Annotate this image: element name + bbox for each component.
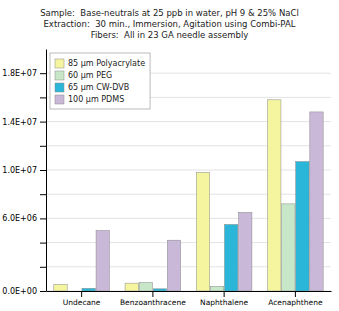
legend-item: 60 μm PEG	[55, 71, 112, 80]
bar	[68, 291, 81, 292]
legend-label: 100 μm PDMS	[68, 95, 124, 104]
bar	[167, 240, 180, 291]
legend: 85 μm Polyacrylate 60 μm PEG 65 μm CW-DVB 1…	[50, 53, 150, 109]
y-axis-line	[46, 50, 47, 292]
bar	[54, 284, 67, 291]
bar	[196, 172, 209, 291]
title-line: Fibers: All in 23 GA needle assembly	[91, 30, 249, 40]
y-tick	[40, 243, 46, 244]
y-tick-mark	[40, 122, 46, 123]
bar	[125, 283, 138, 291]
legend-item: 100 μm PDMS	[55, 95, 124, 104]
y-axis: 0.0E+00 6.0E+06 1.0E+07 1.4E+07 1.8E+07	[2, 50, 46, 297]
title-line: Sample: Base-neutrals at 25 ppb in water…	[40, 8, 299, 18]
grid-line	[46, 121, 331, 122]
x-tick-label: Naphthalene	[200, 298, 248, 307]
bar-series	[139, 204, 295, 291]
x-tick-mark	[224, 291, 225, 297]
legend-swatch	[55, 59, 64, 68]
title-line: Extraction: 30 min., Immersion, Agitatio…	[43, 19, 295, 29]
y-tick-mark	[40, 146, 46, 147]
bar	[210, 286, 223, 291]
bar	[139, 283, 152, 291]
bar	[310, 112, 323, 291]
y-tick-label: 1.8E+07	[2, 69, 37, 78]
y-tick-label: 1.0E+07	[2, 166, 37, 175]
legend-item: 85 μm Polyacrylate	[55, 59, 145, 68]
legend-swatch	[55, 95, 64, 104]
y-tick	[40, 146, 46, 147]
grid-line	[46, 194, 331, 195]
bar	[82, 288, 95, 291]
bar	[96, 231, 109, 292]
bar	[282, 204, 295, 291]
grid-line	[46, 170, 331, 171]
bar-series	[96, 112, 323, 291]
y-tick: 6.0E+06	[2, 214, 46, 223]
y-tick-mark	[40, 218, 46, 219]
bar-series	[82, 162, 309, 291]
plot-area: 0.0E+00 6.0E+06 1.0E+07 1.4E+07 1.8E+07 Undec…	[2, 50, 331, 308]
y-tick	[40, 267, 46, 268]
x-tick: Naphthalene	[200, 291, 248, 307]
y-tick: 1.8E+07	[2, 69, 46, 78]
y-tick-mark	[40, 170, 46, 171]
bars	[54, 100, 323, 291]
x-tick: Acenaphthene	[268, 291, 323, 307]
y-tick-label: 6.0E+06	[2, 214, 37, 223]
bar-series	[54, 100, 281, 291]
y-tick	[40, 97, 46, 98]
x-tick-mark	[81, 291, 82, 297]
y-tick: 0.0E+00	[2, 287, 46, 296]
x-tick: Benzoanthracene	[120, 291, 186, 307]
bar	[239, 212, 252, 291]
x-axis-line	[47, 291, 332, 292]
x-tick-label: Benzoanthracene	[120, 298, 186, 307]
x-tick: Undecane	[63, 291, 101, 307]
legend-label: 85 μm Polyacrylate	[68, 59, 145, 68]
legend-label: 60 μm PEG	[68, 71, 112, 80]
x-tick-mark	[152, 291, 153, 297]
y-tick-mark	[40, 291, 46, 292]
y-tick-mark	[40, 73, 46, 74]
grid-line	[46, 145, 331, 146]
y-tick	[40, 194, 46, 195]
y-tick-label: 0.0E+00	[2, 287, 37, 296]
legend-item: 65 μm CW-DVB	[55, 83, 129, 92]
bar	[224, 224, 237, 291]
chart-title: Sample: Base-neutrals at 25 ppb in water…	[40, 8, 299, 40]
x-tick-label: Acenaphthene	[268, 298, 323, 307]
y-tick-mark	[40, 243, 46, 244]
x-tick-label: Undecane	[63, 298, 101, 307]
x-tick-mark	[295, 291, 296, 297]
x-axis: Undecane Benzoanthracene Naphthalene Acenap…	[47, 291, 332, 307]
y-tick-mark	[40, 194, 46, 195]
y-tick-label: 1.4E+07	[2, 118, 37, 127]
legend-label: 65 μm CW-DVB	[68, 83, 129, 92]
y-tick: 1.4E+07	[2, 118, 46, 127]
y-tick: 1.0E+07	[2, 166, 46, 175]
chart-svg: Sample: Base-neutrals at 25 ppb in water…	[0, 0, 339, 311]
legend-swatch	[55, 83, 64, 92]
legend-swatch	[55, 71, 64, 80]
y-tick-mark	[40, 97, 46, 98]
bar	[153, 289, 166, 291]
bar	[296, 162, 309, 291]
legend-box	[50, 53, 150, 109]
bar	[268, 100, 281, 291]
y-tick-mark	[40, 267, 46, 268]
